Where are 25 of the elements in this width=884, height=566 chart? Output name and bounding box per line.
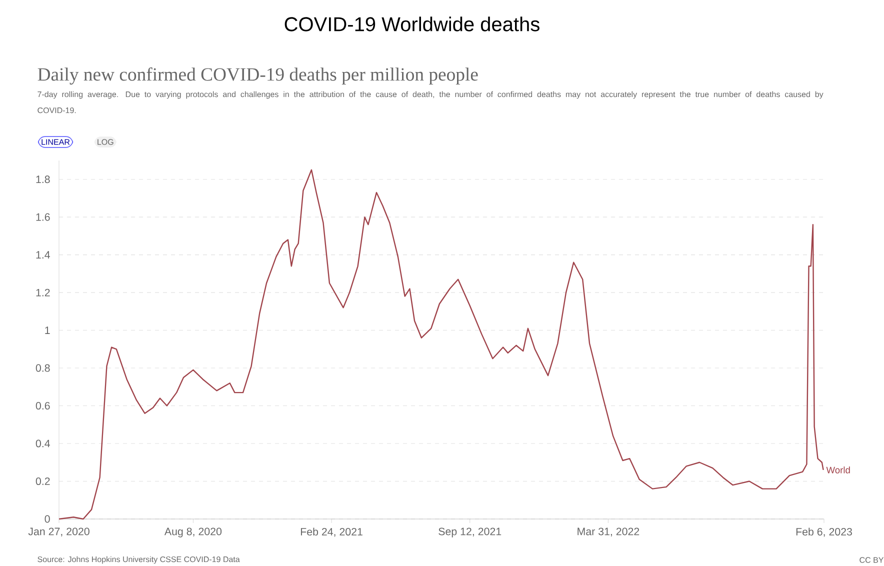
chart-title: COVID-19 Worldwide deaths xyxy=(284,16,540,32)
y-tick-label: 0.2 xyxy=(36,477,50,486)
x-tick-label: Mar 31, 2022 xyxy=(578,528,640,537)
text: LOG xyxy=(98,139,114,145)
y-tick-label: 1.8 xyxy=(36,176,50,184)
y-tick-label: 0.8 xyxy=(36,364,50,372)
x-tick-label: Feb 6, 2023 xyxy=(796,528,852,537)
x-tick-label: Sep 12, 2021 xyxy=(438,528,502,538)
y-tick-label: 1.4 xyxy=(36,251,50,258)
chart-subtitle: Daily new confirmed COVID-19 deaths per million people xyxy=(38,67,478,85)
series-label: World xyxy=(826,466,850,474)
y-tick-label: 0.6 xyxy=(36,402,50,410)
text: 7-day rolling average. Due to varying protocols and challenges in the attribution of the cause of death, the number of confirmed deaths may not accurately represent the true number of deaths caused by COVID-19. xyxy=(38,91,824,114)
source-note: Source: Johns Hopkins University CSSE COVID-19 Data xyxy=(38,556,240,564)
x-tick-label: Aug 8, 2020 xyxy=(164,528,222,538)
y-tick-label: 1.2 xyxy=(36,288,50,296)
text: CC BY xyxy=(860,557,884,563)
y-tick-label: 1 xyxy=(45,326,50,334)
y-tick-label: 0 xyxy=(44,515,50,523)
x-tick-label: Jan 27, 2020 xyxy=(28,528,90,537)
y-tick-label: 0.4 xyxy=(36,440,50,448)
text: LINEAR xyxy=(42,139,70,145)
x-tick-label: Feb 24, 2021 xyxy=(300,528,362,537)
line-series xyxy=(58,169,824,520)
y-tick-label: 1.6 xyxy=(36,213,50,221)
